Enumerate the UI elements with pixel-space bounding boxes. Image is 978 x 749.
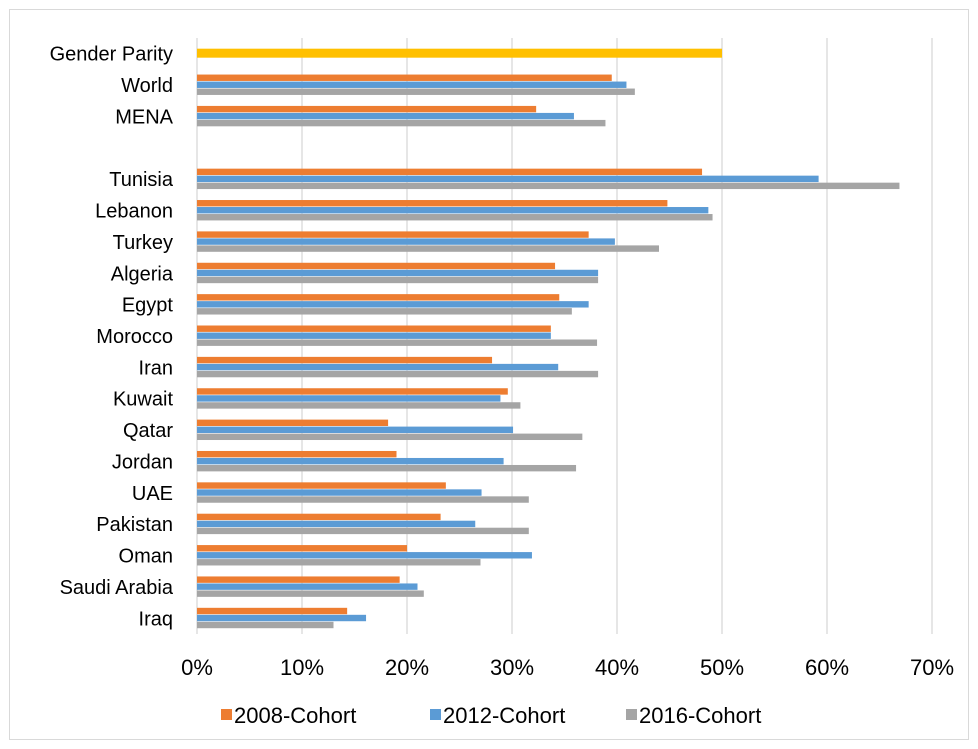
category-label: Jordan — [112, 451, 173, 473]
bar-2016-cohort — [197, 496, 529, 503]
bar-2016-cohort — [197, 245, 659, 252]
x-tick-label: 20% — [385, 655, 429, 680]
bar-2016-cohort — [197, 559, 481, 566]
bar-2016-cohort — [197, 621, 334, 629]
category-label: Qatar — [123, 420, 173, 442]
bar-2008-cohort — [197, 482, 446, 489]
bar-2016-cohort — [197, 370, 599, 378]
bar-2012-cohort — [197, 363, 559, 371]
category-label: Turkey — [113, 232, 173, 254]
bar-2008-cohort — [197, 262, 556, 270]
x-tick-label: 40% — [595, 655, 639, 680]
bar-2008-cohort — [197, 576, 400, 583]
bar-2016-cohort — [197, 433, 583, 441]
bar-chart: Gender Parity World MENA Tunisia Lebanon Turk… — [50, 38, 954, 728]
bar-2008-cohort — [197, 294, 560, 301]
bar-2012-cohort — [197, 395, 501, 402]
bar-2008-cohort — [197, 607, 348, 615]
bar-2008-cohort — [197, 419, 389, 427]
bar-2016-cohort — [197, 276, 599, 284]
bar-2008-cohort — [197, 74, 612, 81]
category-label: Oman — [119, 546, 173, 568]
category-label: Gender Parity — [50, 44, 173, 66]
bar-2012-cohort — [197, 269, 599, 277]
legend-label: 2016-Cohort — [639, 703, 761, 728]
bar-2012-cohort — [197, 457, 504, 465]
legend-swatch — [430, 709, 441, 720]
category-labels: Gender Parity World MENA Tunisia Lebanon Turk… — [50, 44, 174, 631]
bar-2012-cohort — [197, 238, 615, 245]
x-tick-label: 70% — [910, 655, 954, 680]
bar-2012-cohort — [197, 175, 819, 183]
bar-2012-cohort — [197, 614, 367, 622]
bar-2016-cohort — [197, 527, 529, 535]
legend-label: 2008-Cohort — [234, 703, 356, 728]
category-label: Iran — [139, 357, 173, 379]
bar-2008-cohort — [197, 200, 668, 207]
category-label: Tunisia — [109, 169, 174, 191]
bar-2016-cohort — [197, 590, 424, 597]
x-tick-label: 10% — [280, 655, 324, 680]
category-label: Egypt — [122, 295, 174, 317]
category-label: Pakistan — [96, 514, 173, 536]
bar-2016-cohort — [197, 88, 635, 95]
bar-2008-cohort — [197, 545, 407, 552]
category-label: MENA — [115, 106, 173, 128]
x-tick-label: 50% — [700, 655, 744, 680]
bar-2012-cohort — [197, 426, 514, 434]
bar-2012-cohort — [197, 489, 482, 496]
bar-2012-cohort — [197, 332, 551, 339]
chart-container: Gender Parity World MENA Tunisia Lebanon Turk… — [9, 9, 969, 740]
category-label: UAE — [132, 483, 173, 505]
bar-gender-parity — [197, 48, 722, 58]
category-label: Lebanon — [95, 201, 173, 223]
bar-2008-cohort — [197, 513, 441, 521]
bar-2016-cohort — [197, 464, 577, 472]
bar-2008-cohort — [197, 450, 397, 458]
legend: 2008-Cohort 2012-Cohort 2016-Cohort — [221, 703, 761, 728]
bar-2016-cohort — [197, 119, 606, 127]
bar-2012-cohort — [197, 520, 476, 528]
bar-2012-cohort — [197, 301, 589, 308]
bar-2008-cohort — [197, 168, 703, 176]
legend-label: 2012-Cohort — [443, 703, 565, 728]
category-label: Iraq — [139, 608, 173, 630]
x-tick-label: 60% — [805, 655, 849, 680]
bar-2012-cohort — [197, 81, 627, 88]
category-label: Kuwait — [113, 389, 173, 411]
category-label: World — [121, 75, 173, 97]
bar-2012-cohort — [197, 112, 574, 120]
bars — [197, 48, 900, 629]
bar-2008-cohort — [197, 388, 508, 395]
bar-2016-cohort — [197, 339, 598, 346]
bar-2012-cohort — [197, 207, 709, 214]
bar-2008-cohort — [197, 231, 589, 238]
x-tick-label: 0% — [181, 655, 213, 680]
bar-2016-cohort — [197, 308, 572, 315]
bar-2008-cohort — [197, 105, 537, 113]
x-tick-labels: 0% 10% 20% 30% 40% 50% 60% 70% — [181, 655, 954, 680]
bar-2012-cohort — [197, 583, 418, 590]
category-label: Morocco — [96, 326, 173, 348]
category-label: Saudi Arabia — [60, 577, 174, 599]
legend-swatch — [221, 709, 232, 720]
bar-2008-cohort — [197, 325, 551, 332]
bar-2012-cohort — [197, 552, 532, 559]
bar-2008-cohort — [197, 356, 493, 364]
bar-2016-cohort — [197, 214, 713, 221]
category-label: Algeria — [111, 263, 174, 285]
x-tick-label: 30% — [490, 655, 534, 680]
bar-2016-cohort — [197, 182, 900, 190]
legend-swatch — [626, 709, 637, 720]
bar-2016-cohort — [197, 402, 521, 409]
